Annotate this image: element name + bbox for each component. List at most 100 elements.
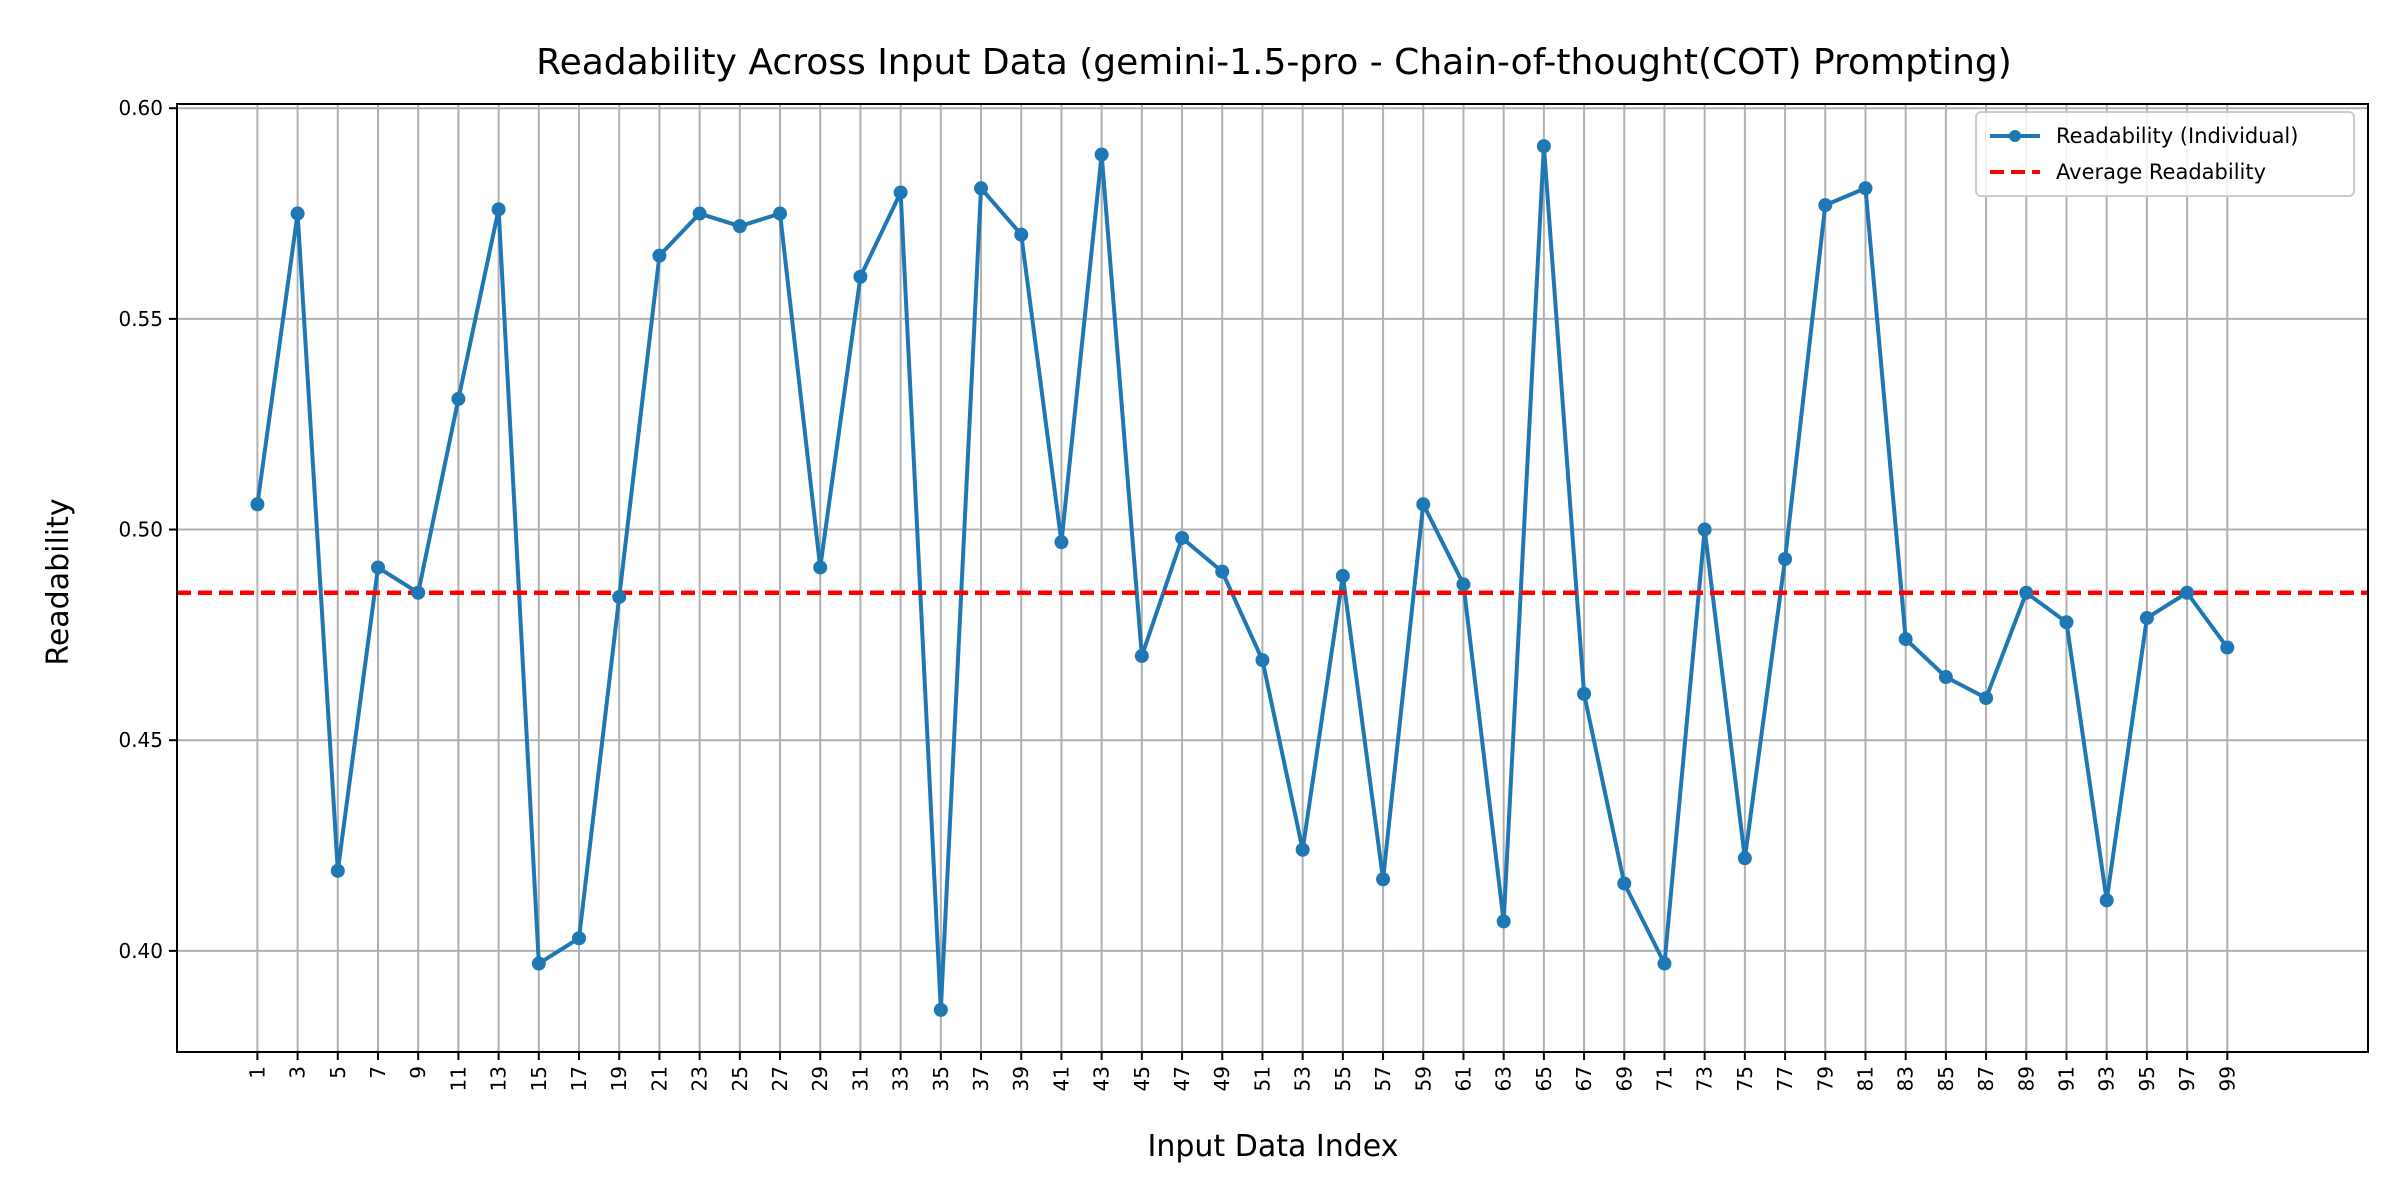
data-point: [1858, 181, 1873, 196]
x-tick-label: 77: [1773, 1066, 1797, 1091]
data-point: [1979, 691, 1994, 706]
data-point: [1577, 686, 1592, 701]
x-tick-label: 9: [406, 1066, 430, 1079]
data-point: [1536, 139, 1551, 154]
x-tick-label: 15: [527, 1066, 551, 1091]
x-tick-label: 31: [848, 1066, 872, 1091]
data-point: [250, 497, 265, 512]
data-point: [1818, 198, 1833, 213]
data-point: [1255, 653, 1270, 668]
data-point: [1416, 497, 1431, 512]
data-point: [1456, 577, 1471, 592]
x-tick-label: 55: [1331, 1066, 1355, 1091]
x-tick-label: 87: [1974, 1066, 1998, 1091]
x-tick-label: 19: [607, 1066, 631, 1091]
data-point: [732, 219, 747, 234]
x-tick-label: 83: [1894, 1066, 1918, 1091]
grid-layer: [177, 104, 2368, 1052]
data-point: [1938, 670, 1953, 685]
data-point: [692, 206, 707, 221]
x-tick-label: 13: [487, 1066, 511, 1091]
x-tick-label: 91: [2054, 1066, 2078, 1091]
data-point: [1496, 914, 1511, 929]
x-tick-label: 5: [326, 1066, 350, 1079]
x-tick-label: 89: [2014, 1066, 2038, 1091]
x-tick-label: 33: [889, 1066, 913, 1091]
data-point: [371, 560, 386, 575]
x-tick-label: 35: [929, 1066, 953, 1091]
x-tick-label: 37: [969, 1066, 993, 1091]
x-tick-label: 81: [1853, 1066, 1877, 1091]
x-axis-label: Input Data Index: [1148, 1129, 1399, 1164]
y-tick-label: 0.55: [118, 307, 163, 331]
data-point: [1657, 956, 1672, 971]
data-point: [933, 1002, 948, 1017]
x-tick-label: 17: [567, 1066, 591, 1091]
x-tick-label: 41: [1049, 1066, 1073, 1091]
data-point: [1014, 227, 1029, 242]
x-tick-label: 21: [647, 1066, 671, 1091]
x-tick-label: 25: [728, 1066, 752, 1091]
data-point: [2019, 585, 2034, 600]
x-tick-label: 97: [2175, 1066, 2199, 1091]
x-tick-label: 93: [2095, 1066, 2119, 1091]
data-point: [974, 181, 989, 196]
x-tick-label: 67: [1572, 1066, 1596, 1091]
x-tick-label: 49: [1210, 1066, 1234, 1091]
x-tick-label: 73: [1693, 1066, 1717, 1091]
data-point: [1134, 648, 1149, 663]
data-point: [1376, 872, 1391, 887]
data-point: [773, 206, 788, 221]
legend-label-individual: Readability (Individual): [2056, 124, 2298, 148]
x-tick-label: 71: [1652, 1066, 1676, 1091]
data-point: [1778, 552, 1793, 567]
x-tick-label: 3: [286, 1066, 310, 1079]
y-axis-label: Readability: [41, 498, 76, 665]
x-tick-label: 95: [2135, 1066, 2159, 1091]
data-point: [1295, 842, 1310, 857]
data-point: [1094, 147, 1109, 162]
x-tick-label: 59: [1411, 1066, 1435, 1091]
x-tick-label: 75: [1733, 1066, 1757, 1091]
data-point: [572, 931, 587, 946]
x-tick-label: 39: [1009, 1066, 1033, 1091]
x-tick-label: 53: [1291, 1066, 1315, 1091]
x-tick-label: 85: [1934, 1066, 1958, 1091]
data-point: [290, 206, 305, 221]
y-tick-label: 0.40: [118, 939, 163, 963]
x-tick-label: 57: [1371, 1066, 1395, 1091]
y-tick-label: 0.60: [118, 96, 163, 120]
legend-label-average: Average Readability: [2056, 160, 2266, 184]
data-point: [491, 202, 506, 217]
data-point: [330, 863, 345, 878]
x-tick-label: 45: [1130, 1066, 1154, 1091]
data-point: [813, 560, 828, 575]
chart-title: Readability Across Input Data (gemini-1.…: [536, 42, 2012, 83]
y-tick-label: 0.50: [118, 518, 163, 542]
data-point: [1617, 876, 1632, 891]
data-point: [612, 589, 627, 604]
x-tick-label: 69: [1612, 1066, 1636, 1091]
data-point: [1215, 564, 1230, 579]
data-point: [411, 585, 426, 600]
data-point: [2139, 611, 2154, 626]
x-tick-label: 79: [1813, 1066, 1837, 1091]
data-point: [2220, 640, 2235, 655]
x-tick-label: 65: [1532, 1066, 1556, 1091]
data-point: [2180, 585, 2195, 600]
legend: Readability (Individual) Average Readabi…: [1975, 111, 2355, 197]
ticks-layer: 1 3 5 7 9 11 13 15 17 19 21 23 25 27 29 31 33 35 37 39 41 43 4…: [118, 96, 2239, 1091]
legend-box: [1975, 111, 2355, 197]
x-tick-label: 51: [1250, 1066, 1274, 1091]
data-point: [1335, 568, 1350, 583]
plot-frame: [176, 103, 2369, 1053]
legend-marker-individual: [2009, 130, 2021, 142]
x-tick-label: 63: [1492, 1066, 1516, 1091]
x-tick-label: 27: [768, 1066, 792, 1091]
series-layer: [177, 139, 2368, 1017]
data-point: [451, 391, 466, 406]
data-point: [893, 185, 908, 200]
data-point: [1898, 632, 1913, 647]
frame-layer: [176, 103, 2369, 1053]
